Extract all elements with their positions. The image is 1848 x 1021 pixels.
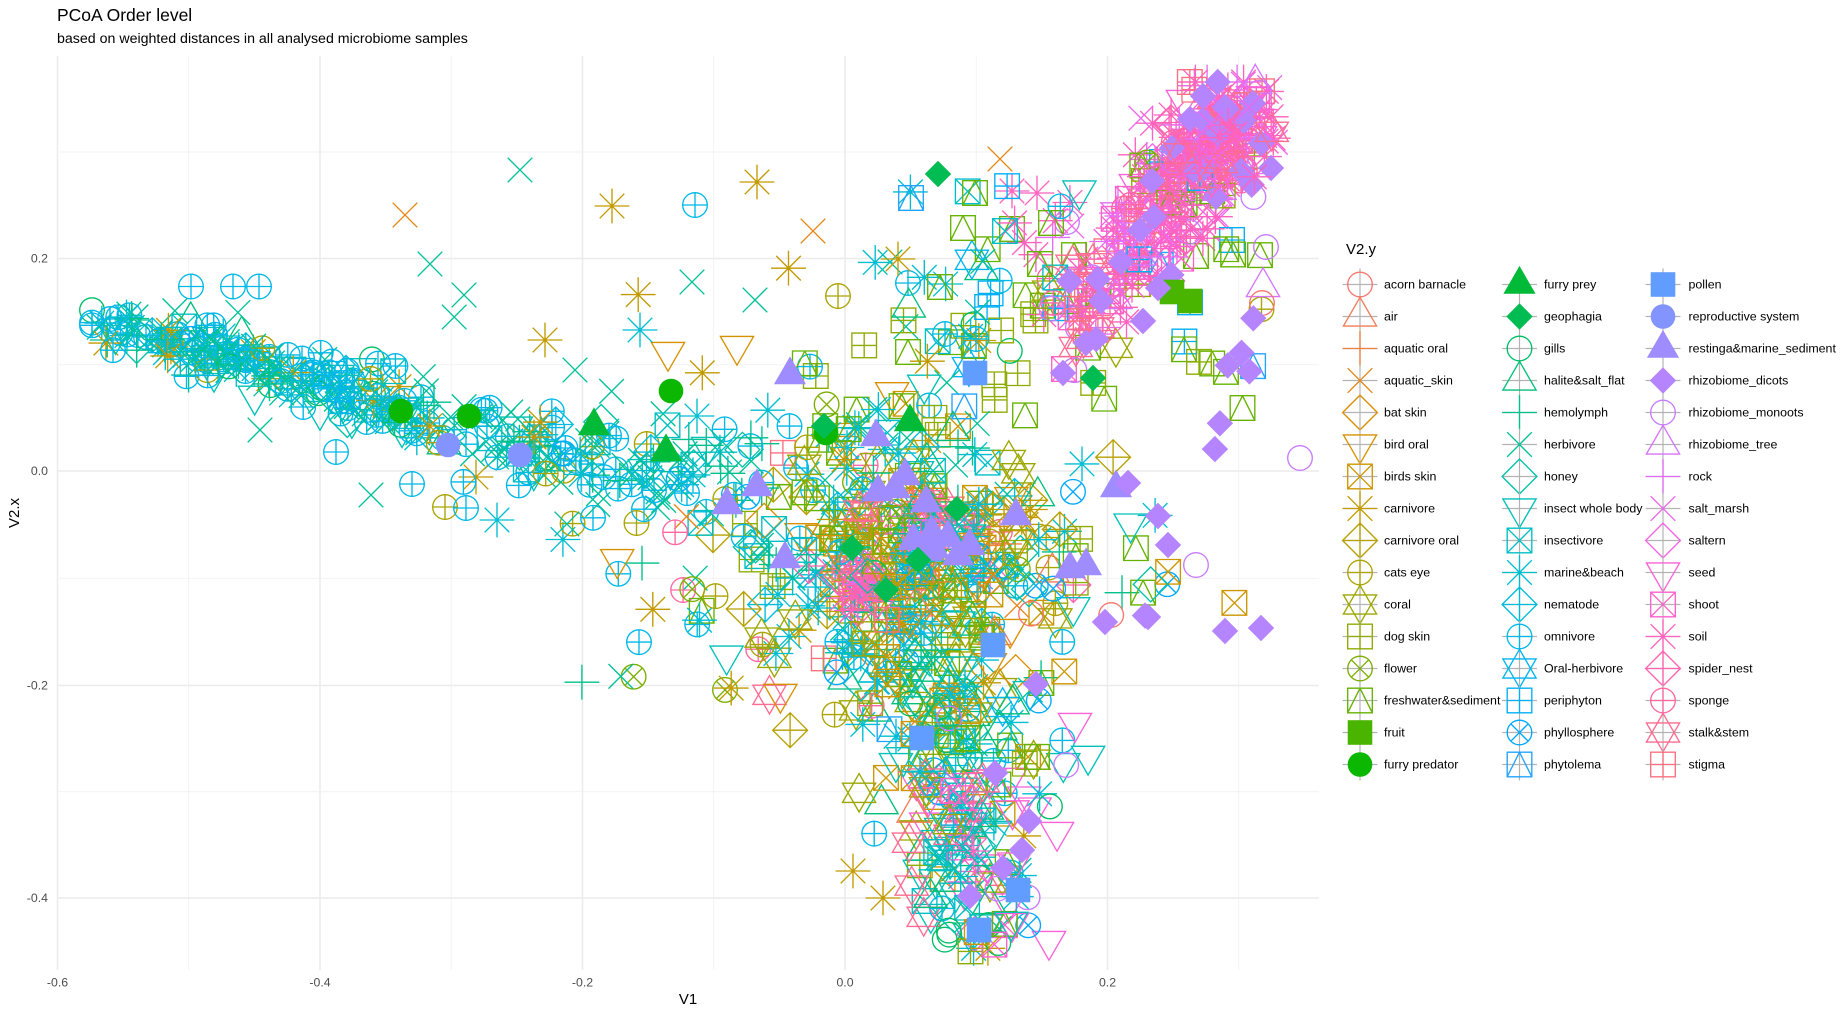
svg-text:stalk&stem: stalk&stem	[1689, 726, 1750, 740]
svg-text:salt_marsh: salt_marsh	[1689, 502, 1750, 516]
svg-text:stigma: stigma	[1689, 758, 1726, 772]
svg-text:omnivore: omnivore	[1544, 630, 1595, 644]
svg-text:Oral-herbivore: Oral-herbivore	[1544, 662, 1623, 676]
svg-text:flower: flower	[1384, 662, 1417, 676]
svg-text:hemolymph: hemolymph	[1544, 406, 1608, 420]
svg-text:based on weighted distances in: based on weighted distances in all analy…	[57, 31, 468, 47]
svg-text:honey: honey	[1544, 470, 1579, 484]
svg-text:rhizobiome_monoots: rhizobiome_monoots	[1689, 406, 1804, 420]
svg-text:reproductive system: reproductive system	[1689, 310, 1800, 324]
svg-text:gills: gills	[1544, 342, 1565, 356]
svg-text:nematode: nematode	[1544, 598, 1599, 612]
svg-text:0.0: 0.0	[31, 464, 48, 478]
svg-text:herbivore: herbivore	[1544, 438, 1596, 452]
svg-text:V1: V1	[679, 991, 697, 1008]
svg-text:halite&salt_flat: halite&salt_flat	[1544, 374, 1625, 388]
svg-text:rock: rock	[1689, 470, 1713, 484]
svg-text:shoot: shoot	[1689, 598, 1720, 612]
svg-text:seed: seed	[1689, 566, 1716, 580]
svg-text:carnivore: carnivore	[1384, 502, 1435, 516]
svg-text:bat skin: bat skin	[1384, 406, 1427, 420]
svg-text:saltern: saltern	[1689, 534, 1726, 548]
svg-text:periphyton: periphyton	[1544, 694, 1602, 708]
svg-text:-0.4: -0.4	[309, 976, 330, 990]
svg-text:bird oral: bird oral	[1384, 438, 1429, 452]
svg-text:insectivore: insectivore	[1544, 534, 1603, 548]
svg-text:aquatic oral: aquatic oral	[1384, 342, 1448, 356]
svg-text:-0.4: -0.4	[27, 891, 48, 905]
svg-text:V2.y: V2.y	[1346, 241, 1377, 258]
svg-text:furry prey: furry prey	[1544, 278, 1597, 292]
svg-text:coral: coral	[1384, 598, 1411, 612]
svg-text:-0.2: -0.2	[572, 976, 593, 990]
svg-text:PCoA Order level: PCoA Order level	[57, 5, 192, 25]
svg-text:sponge: sponge	[1689, 694, 1730, 708]
svg-text:marine&beach: marine&beach	[1544, 566, 1624, 580]
svg-text:aquatic_skin: aquatic_skin	[1384, 374, 1453, 388]
svg-text:birds skin: birds skin	[1384, 470, 1436, 484]
svg-text:phyllosphere: phyllosphere	[1544, 726, 1614, 740]
svg-text:carnivore oral: carnivore oral	[1384, 534, 1459, 548]
svg-text:spider_nest: spider_nest	[1689, 662, 1754, 676]
svg-text:0.2: 0.2	[1099, 976, 1116, 990]
svg-text:acorn barnacle: acorn barnacle	[1384, 278, 1466, 292]
svg-text:geophagia: geophagia	[1544, 310, 1602, 324]
svg-text:air: air	[1384, 310, 1398, 324]
svg-text:V2.x: V2.x	[6, 497, 23, 528]
svg-text:fruit: fruit	[1384, 726, 1405, 740]
svg-text:0.2: 0.2	[31, 252, 48, 266]
svg-text:freshwater&sediment: freshwater&sediment	[1384, 694, 1501, 708]
svg-text:restinga&marine_sediment: restinga&marine_sediment	[1689, 342, 1837, 356]
svg-text:phytolema: phytolema	[1544, 758, 1601, 772]
svg-text:dog skin: dog skin	[1384, 630, 1430, 644]
svg-text:pollen: pollen	[1689, 278, 1722, 292]
svg-text:insect whole body: insect whole body	[1544, 502, 1643, 516]
svg-text:rhizobiome_tree: rhizobiome_tree	[1689, 438, 1778, 452]
svg-text:furry predator: furry predator	[1384, 758, 1458, 772]
svg-text:soil: soil	[1689, 630, 1708, 644]
svg-text:0.0: 0.0	[836, 976, 853, 990]
svg-text:-0.2: -0.2	[27, 679, 48, 693]
svg-text:-0.6: -0.6	[47, 976, 68, 990]
svg-text:cats eye: cats eye	[1384, 566, 1430, 580]
svg-text:rhizobiome_dicots: rhizobiome_dicots	[1689, 374, 1789, 388]
